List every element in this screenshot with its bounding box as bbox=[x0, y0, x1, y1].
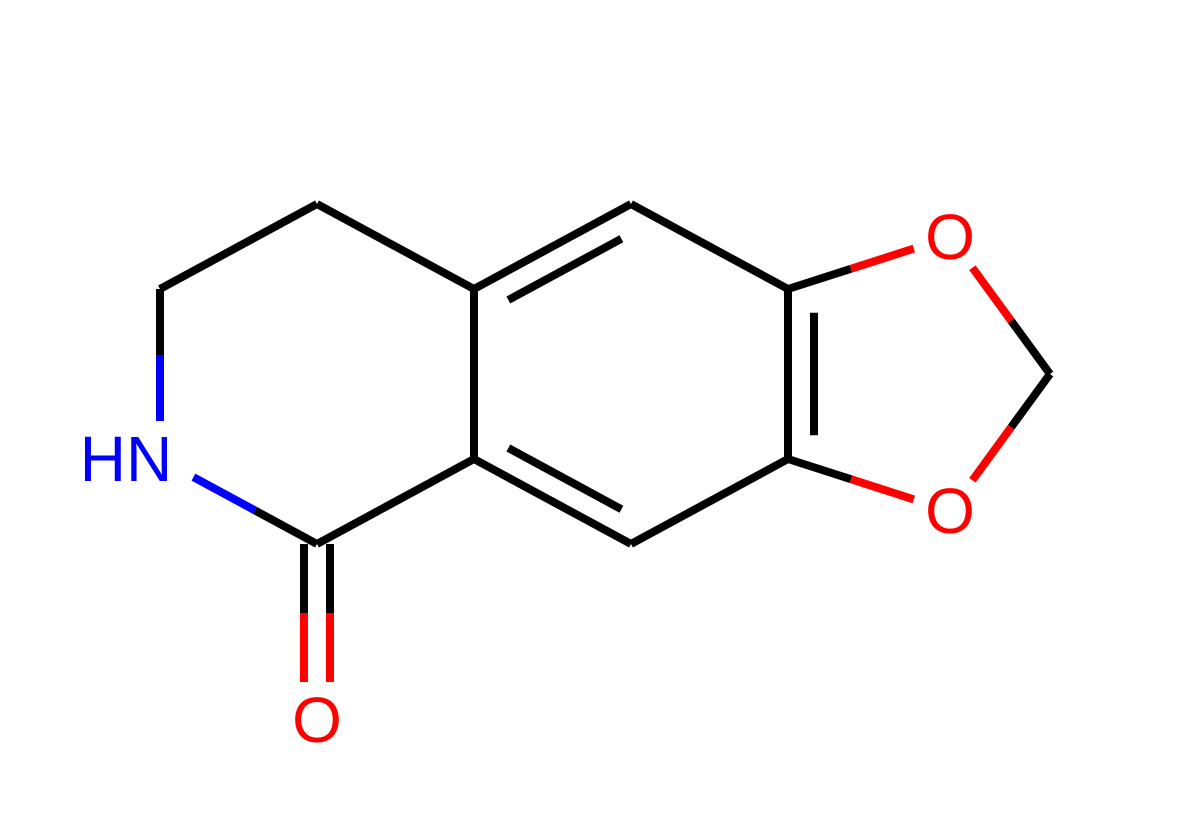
molecule-canvas: HN O O O bbox=[0, 0, 1190, 838]
atom-label-o: O bbox=[925, 475, 975, 547]
atom-label-o: O bbox=[925, 201, 975, 273]
atom-label-o: O bbox=[292, 684, 342, 756]
atom-label-n: HN bbox=[80, 423, 172, 495]
